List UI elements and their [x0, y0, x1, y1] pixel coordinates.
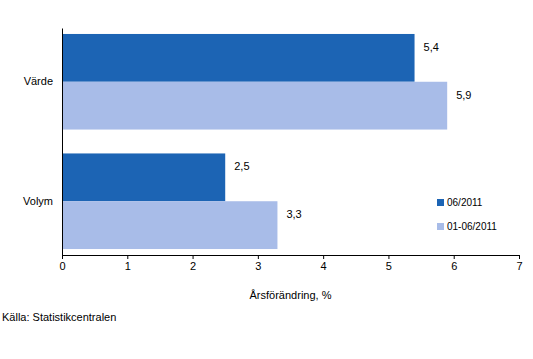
- tick-mark: [62, 255, 63, 259]
- tick-mark: [519, 255, 520, 259]
- data-label: 5,4: [424, 41, 439, 53]
- tick: Värde: [24, 75, 53, 87]
- axis-line: [63, 256, 520, 260]
- bars: [62, 34, 447, 249]
- legend-item: 01-06/2011: [437, 221, 497, 232]
- tick-mark: [258, 255, 259, 259]
- tick-mark: [127, 255, 128, 259]
- tick: Volym: [23, 195, 53, 207]
- tick: 6: [451, 255, 457, 272]
- bar: [62, 201, 277, 249]
- legend-item: 06/2011: [437, 197, 483, 208]
- tick-mark: [454, 255, 455, 259]
- tick-label: 3: [255, 260, 261, 272]
- bar: [62, 34, 415, 82]
- axis-title: Årsförändring, %: [250, 289, 332, 301]
- data-label: 5,9: [456, 89, 471, 101]
- legend-label: 01-06/2011: [447, 221, 497, 232]
- chart-container: 5,4 2,5 5,9 3,3 0 1 2 3 4 5 6 7 Värde Volym 06/2011 01-…: [0, 0, 533, 359]
- data-label: 2,5: [234, 160, 249, 172]
- data-labels: 5,4 2,5 5,9 3,3: [234, 41, 471, 220]
- tick-mark: [323, 255, 324, 259]
- tick-label: 4: [321, 260, 327, 272]
- tick-label: 5: [386, 260, 392, 272]
- tick: 4: [321, 255, 327, 272]
- x-axis: 0 1 2 3 4 5 6 7: [59, 255, 522, 272]
- tick: 1: [125, 255, 131, 272]
- chart-svg: 5,4 2,5 5,9 3,3 0 1 2 3 4 5 6 7 Värde Volym 06/2011 01-…: [0, 0, 533, 359]
- data-label: 3,3: [286, 208, 301, 220]
- tick-mark: [388, 255, 389, 259]
- legend: 06/2011 01-06/2011: [437, 197, 497, 232]
- category-label: Volym: [23, 195, 53, 207]
- legend-swatch: [437, 223, 444, 230]
- tick: 2: [190, 255, 196, 272]
- tick-label: 0: [59, 260, 65, 272]
- plot: 5,4 2,5 5,9 3,3 0 1 2 3 4 5 6 7 Värde Volym 06/2011 01-…: [23, 29, 523, 272]
- tick-label: 1: [125, 260, 131, 272]
- tick-label: 6: [451, 260, 457, 272]
- category-label: Värde: [24, 75, 53, 87]
- legend-swatch: [437, 199, 444, 206]
- tick-label: 2: [190, 260, 196, 272]
- tick: 7: [516, 255, 522, 272]
- tick: 0: [59, 255, 65, 272]
- bar: [62, 82, 447, 130]
- tick-label: 7: [516, 260, 522, 272]
- tick: 3: [255, 255, 261, 272]
- legend-label: 06/2011: [447, 197, 483, 208]
- tick: 5: [386, 255, 392, 272]
- annotation: Källa: Statistikcentralen: [2, 311, 116, 323]
- tick-mark: [193, 255, 194, 259]
- y-axis: Värde Volym: [23, 29, 62, 256]
- bar: [62, 153, 225, 201]
- axis-line: [62, 29, 63, 256]
